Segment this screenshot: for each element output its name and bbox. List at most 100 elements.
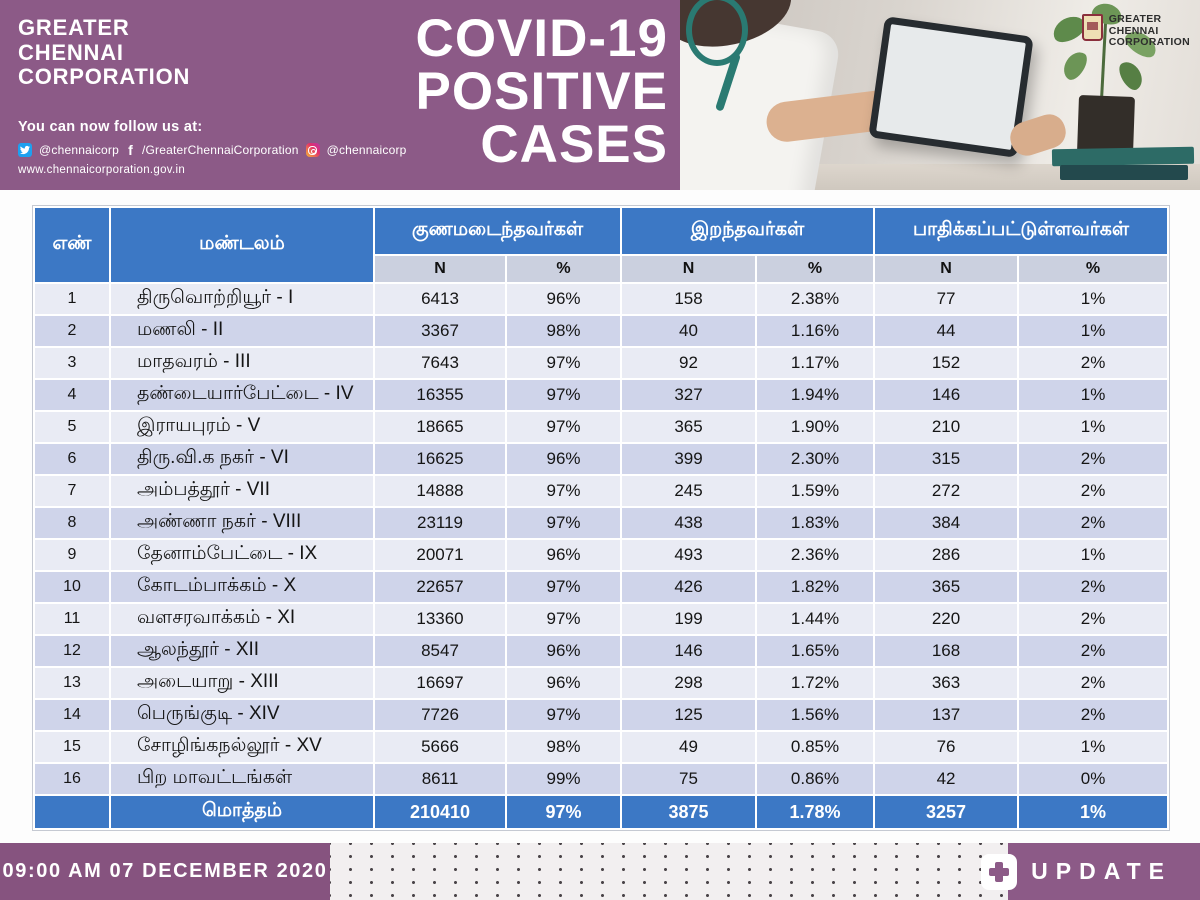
row-serial: 6 [35, 444, 109, 474]
row-value: 96% [507, 668, 621, 698]
row-value: 1.44% [757, 604, 874, 634]
row-serial: 13 [35, 668, 109, 698]
row-value: 1.17% [757, 348, 874, 378]
subheader-pct: % [507, 256, 621, 282]
instagram-handle[interactable]: @chennaicorp [326, 143, 407, 157]
row-serial: 2 [35, 316, 109, 346]
corner-logo: GREATER CHENNAI CORPORATION [1081, 13, 1190, 49]
row-value: 97% [507, 412, 621, 442]
header-banner: GREATER CHENNAI CORPORATION COVID-19 POS… [0, 0, 1200, 190]
row-value: 6413 [375, 284, 505, 314]
row-zone: அம்பத்தூர் - VII [111, 476, 373, 506]
row-serial: 16 [35, 764, 109, 794]
facebook-handle[interactable]: /GreaterChennaiCorporation [141, 143, 299, 157]
total-value: 1% [1019, 796, 1168, 828]
table-row: 3 மாதவரம் - III 7643 97% 92 1.17% 152 2% [35, 348, 1168, 378]
row-value: 2.36% [757, 540, 874, 570]
row-value: 2% [1019, 508, 1168, 538]
row-zone: திரு.வி.க நகர் - VI [111, 444, 373, 474]
table-row: 16 பிற மாவட்டங்கள் 8611 99% 75 0.86% 42 0% [35, 764, 1168, 794]
subheader-pct: % [1019, 256, 1168, 282]
row-value: 23119 [375, 508, 505, 538]
total-serial [35, 796, 109, 828]
row-serial: 10 [35, 572, 109, 602]
row-serial: 8 [35, 508, 109, 538]
row-value: 2% [1019, 476, 1168, 506]
row-value: 1% [1019, 380, 1168, 410]
row-value: 168 [875, 636, 1018, 666]
plant-pot-shape [1077, 95, 1135, 155]
stethoscope-icon [686, 0, 748, 66]
row-zone: திருவொற்றியூர் - I [111, 284, 373, 314]
row-value: 76 [875, 732, 1018, 762]
row-value: 146 [875, 380, 1018, 410]
total-value: 97% [507, 796, 621, 828]
row-zone: மணலி - II [111, 316, 373, 346]
row-value: 16355 [375, 380, 505, 410]
subheader-n: N [375, 256, 505, 282]
brand-wordmark: GREATER CHENNAI CORPORATION [18, 15, 191, 90]
row-value: 158 [622, 284, 756, 314]
row-zone: கோடம்பாக்கம் - X [111, 572, 373, 602]
table-row: 10 கோடம்பாக்கம் - X 22657 97% 426 1.82% 365 2% [35, 572, 1168, 602]
row-value: 8611 [375, 764, 505, 794]
row-zone: அடையாறு - XIII [111, 668, 373, 698]
row-value: 0.85% [757, 732, 874, 762]
row-value: 97% [507, 476, 621, 506]
row-value: 1.65% [757, 636, 874, 666]
cases-table-wrap: எண் மண்டலம் குணமடைந்தவர்கள் இறந்தவர்கள் … [32, 205, 1171, 831]
row-zone: தண்டையார்பேட்டை - IV [111, 380, 373, 410]
row-value: 384 [875, 508, 1018, 538]
row-value: 1.16% [757, 316, 874, 346]
row-value: 1.82% [757, 572, 874, 602]
facebook-icon: f [128, 142, 133, 158]
leaf-shape [1058, 47, 1092, 84]
row-value: 1.90% [757, 412, 874, 442]
row-value: 220 [875, 604, 1018, 634]
row-value: 98% [507, 316, 621, 346]
row-value: 98% [507, 732, 621, 762]
row-value: 2% [1019, 636, 1168, 666]
row-value: 245 [622, 476, 756, 506]
row-value: 1% [1019, 316, 1168, 346]
subheader-pct: % [757, 256, 874, 282]
row-serial: 14 [35, 700, 109, 730]
row-zone: அண்ணா நகர் - VIII [111, 508, 373, 538]
row-value: 44 [875, 316, 1018, 346]
website-link[interactable]: www.chennaicorporation.gov.in [18, 164, 186, 176]
timestamp: 09:00 AM 07 DECEMBER 2020 [2, 860, 328, 882]
update-label: UPDATE [1031, 858, 1172, 884]
table-row: 11 வளசரவாக்கம் - XI 13360 97% 199 1.44% 220 2% [35, 604, 1168, 634]
row-serial: 1 [35, 284, 109, 314]
row-value: 18665 [375, 412, 505, 442]
row-value: 42 [875, 764, 1018, 794]
row-zone: ஆலந்தூர் - XII [111, 636, 373, 666]
row-value: 199 [622, 604, 756, 634]
subheader-n: N [875, 256, 1018, 282]
row-value: 1.94% [757, 380, 874, 410]
row-value: 1% [1019, 732, 1168, 762]
row-zone: தேனாம்பேட்டை - IX [111, 540, 373, 570]
row-zone: இராயபுரம் - V [111, 412, 373, 442]
twitter-handle[interactable]: @chennaicorp [39, 143, 119, 157]
row-value: 2% [1019, 572, 1168, 602]
row-value: 97% [507, 508, 621, 538]
update-button[interactable]: UPDATE [981, 843, 1172, 900]
total-value: 1.78% [757, 796, 874, 828]
row-value: 97% [507, 700, 621, 730]
row-value: 5666 [375, 732, 505, 762]
row-value: 426 [622, 572, 756, 602]
row-value: 97% [507, 572, 621, 602]
gcc-crest-icon [1081, 14, 1103, 41]
row-value: 20071 [375, 540, 505, 570]
row-value: 49 [622, 732, 756, 762]
row-value: 152 [875, 348, 1018, 378]
table-body: 1 திருவொற்றியூர் - I 6413 96% 158 2.38% 77 1% 2 ம… [35, 284, 1168, 794]
table-row: 5 இராயபுரம் - V 18665 97% 365 1.90% 210 1% [35, 412, 1168, 442]
table-row: 6 திரு.வி.க நகர் - VI 16625 96% 399 2.30% 315 2… [35, 444, 1168, 474]
row-value: 363 [875, 668, 1018, 698]
table-row: 8 அண்ணா நகர் - VIII 23119 97% 438 1.83% 384 2% [35, 508, 1168, 538]
row-value: 0.86% [757, 764, 874, 794]
total-value: 210410 [375, 796, 505, 828]
